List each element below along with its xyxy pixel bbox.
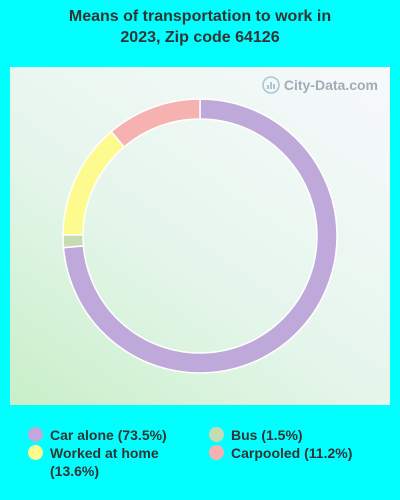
legend-swatch-carpooled [209, 445, 224, 460]
watermark: City-Data.com [262, 76, 378, 94]
slice-carpooled [110, 98, 201, 148]
legend-label-carpooled: Carpooled (11.2%) [231, 445, 353, 461]
chart-title-line-1: Means of transportation to work in [68, 8, 332, 25]
slice-worked-at-home [62, 130, 126, 236]
legend-item-worked-at-home: Worked at home (13.6%) [28, 444, 198, 480]
legend-label-car-alone: Car alone (73.5%) [50, 427, 167, 443]
legend-label-bus: Bus (1.5%) [231, 427, 303, 443]
legend-swatch-car-alone [28, 427, 43, 442]
chart-title-line-2: 2023, Zip code 64126 [120, 29, 280, 46]
legend: Car alone (73.5%) Worked at home (13.6%)… [0, 424, 400, 494]
slice-bus [62, 233, 85, 249]
chart-title: Means of transportation to work in 2023,… [0, 6, 400, 48]
legend-item-car-alone: Car alone (73.5%) [28, 426, 167, 444]
legend-item-bus: Bus (1.5%) [209, 426, 303, 444]
watermark-text: City-Data.com [283, 77, 378, 93]
legend-swatch-worked-at-home [28, 445, 43, 460]
city-data-logo-icon [262, 76, 280, 94]
legend-item-carpooled: Carpooled (11.2%) [209, 444, 352, 462]
legend-swatch-bus [209, 427, 224, 442]
legend-label-worked-at-home: Worked at home (13.6%) [50, 445, 159, 479]
